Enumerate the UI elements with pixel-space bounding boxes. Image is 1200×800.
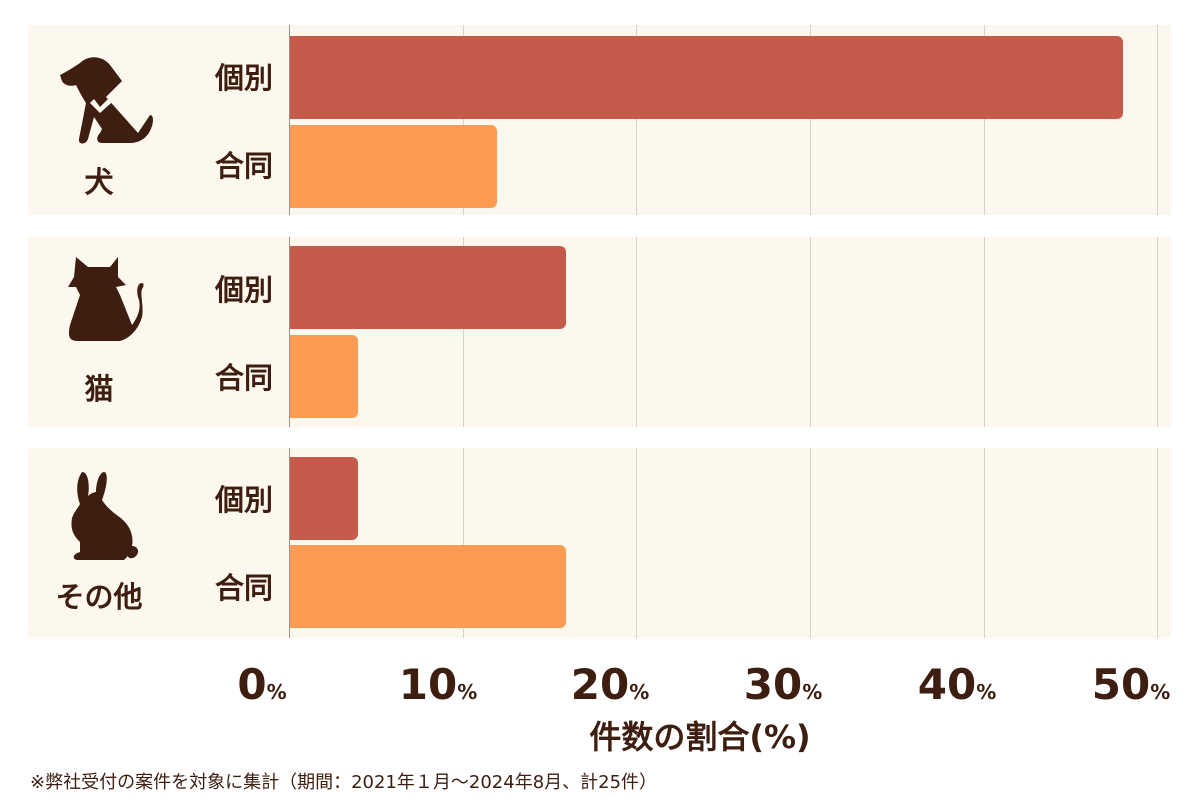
group-label-other: その他 (55, 580, 143, 614)
gridline-20 (636, 448, 637, 638)
group-panel-dog: 犬 個別 合同 (28, 25, 1171, 215)
group-panel-other: その他 個別 合同 (28, 448, 1171, 638)
axis-line (289, 237, 290, 427)
gridline-40 (984, 25, 985, 215)
gridline-10 (463, 25, 464, 215)
bar-label-individual: 個別 (214, 61, 273, 95)
bar-label-joint: 合同 (214, 361, 273, 395)
bar-label-joint: 合同 (214, 149, 273, 183)
bar-dog-individual (290, 36, 1123, 119)
bar-label-individual: 個別 (214, 273, 273, 307)
bar-dog-joint (290, 125, 497, 208)
bar-label-joint: 合同 (214, 571, 273, 605)
gridline-20 (636, 237, 637, 427)
bar-other-joint (290, 545, 566, 628)
x-tick-40: 40% (917, 660, 997, 709)
group-label-cat: 猫 (84, 372, 114, 406)
gridline-10 (463, 237, 464, 427)
rabbit-icon (71, 472, 139, 560)
gridline-40 (984, 448, 985, 638)
axis-line (289, 25, 290, 215)
gridline-50 (1157, 237, 1158, 427)
footnote: ※弊社受付の案件を対象に集計（期間：2021年１月～2024年8月、計25件） (30, 772, 658, 793)
gridline-10 (463, 448, 464, 638)
gridline-30 (810, 237, 811, 427)
axis-line (289, 448, 290, 638)
gridline-20 (636, 25, 637, 215)
x-tick-0: 0% (237, 660, 287, 709)
gridline-50 (1157, 448, 1158, 638)
group-label-dog: 犬 (84, 165, 114, 199)
gridline-30 (810, 448, 811, 638)
bar-other-individual (290, 457, 358, 540)
gridline-30 (810, 25, 811, 215)
x-tick-20: 20% (570, 660, 650, 709)
dog-icon (60, 57, 153, 144)
cat-icon (68, 257, 144, 341)
x-tick-10: 10% (398, 660, 478, 709)
bar-label-individual: 個別 (214, 483, 273, 517)
bar-cat-joint (290, 335, 358, 418)
bar-cat-individual (290, 246, 566, 329)
group-panel-cat: 猫 個別 合同 (28, 237, 1171, 427)
x-axis-label: 件数の割合(%) (589, 718, 811, 756)
gridline-50 (1157, 25, 1158, 215)
gridline-40 (984, 237, 985, 427)
x-tick-50: 50% (1091, 660, 1171, 709)
x-tick-30: 30% (743, 660, 823, 709)
